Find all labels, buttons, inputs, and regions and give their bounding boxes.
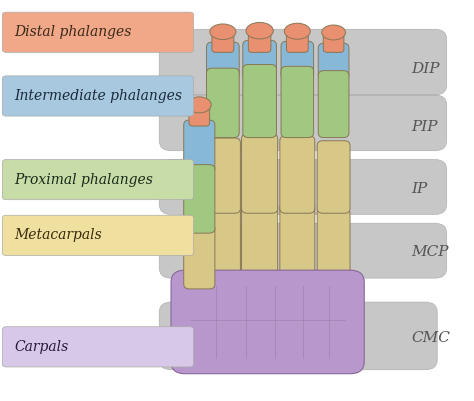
FancyBboxPatch shape <box>159 29 447 95</box>
FancyBboxPatch shape <box>2 160 194 200</box>
FancyBboxPatch shape <box>2 215 194 255</box>
FancyBboxPatch shape <box>159 223 447 278</box>
FancyBboxPatch shape <box>189 106 210 126</box>
Text: IP: IP <box>411 182 428 196</box>
FancyBboxPatch shape <box>212 33 234 53</box>
FancyBboxPatch shape <box>205 206 240 283</box>
FancyBboxPatch shape <box>2 12 194 53</box>
Text: Distal phalanges: Distal phalanges <box>15 25 132 39</box>
Ellipse shape <box>246 22 273 39</box>
Ellipse shape <box>322 25 346 40</box>
Text: PIP: PIP <box>411 120 438 134</box>
Ellipse shape <box>210 24 236 40</box>
FancyBboxPatch shape <box>159 302 438 370</box>
FancyBboxPatch shape <box>286 32 308 53</box>
FancyBboxPatch shape <box>280 136 315 213</box>
Text: Intermediate phalanges: Intermediate phalanges <box>15 89 182 103</box>
Text: Metacarpals: Metacarpals <box>15 228 102 242</box>
FancyBboxPatch shape <box>318 71 349 138</box>
Text: DIP: DIP <box>411 62 440 76</box>
Text: CMC: CMC <box>411 331 450 345</box>
FancyBboxPatch shape <box>280 204 315 283</box>
FancyBboxPatch shape <box>159 95 447 151</box>
FancyBboxPatch shape <box>207 68 239 138</box>
FancyBboxPatch shape <box>318 43 349 80</box>
FancyBboxPatch shape <box>184 120 215 173</box>
FancyBboxPatch shape <box>184 165 215 233</box>
FancyBboxPatch shape <box>205 138 240 213</box>
Ellipse shape <box>284 23 310 39</box>
FancyBboxPatch shape <box>243 65 276 138</box>
FancyBboxPatch shape <box>242 202 278 283</box>
FancyBboxPatch shape <box>184 224 215 289</box>
FancyBboxPatch shape <box>242 134 278 213</box>
FancyBboxPatch shape <box>281 66 314 138</box>
FancyBboxPatch shape <box>317 141 350 213</box>
FancyBboxPatch shape <box>159 160 447 215</box>
FancyBboxPatch shape <box>2 76 194 116</box>
FancyBboxPatch shape <box>281 41 314 80</box>
Text: Proximal phalanges: Proximal phalanges <box>15 172 154 186</box>
Text: Carpals: Carpals <box>15 340 69 354</box>
FancyBboxPatch shape <box>248 32 271 53</box>
FancyBboxPatch shape <box>207 42 239 80</box>
FancyBboxPatch shape <box>171 270 364 374</box>
Ellipse shape <box>188 97 211 113</box>
FancyBboxPatch shape <box>243 41 276 80</box>
FancyBboxPatch shape <box>323 33 344 53</box>
Text: MCP: MCP <box>411 245 449 259</box>
FancyBboxPatch shape <box>2 327 194 367</box>
FancyBboxPatch shape <box>317 209 350 283</box>
